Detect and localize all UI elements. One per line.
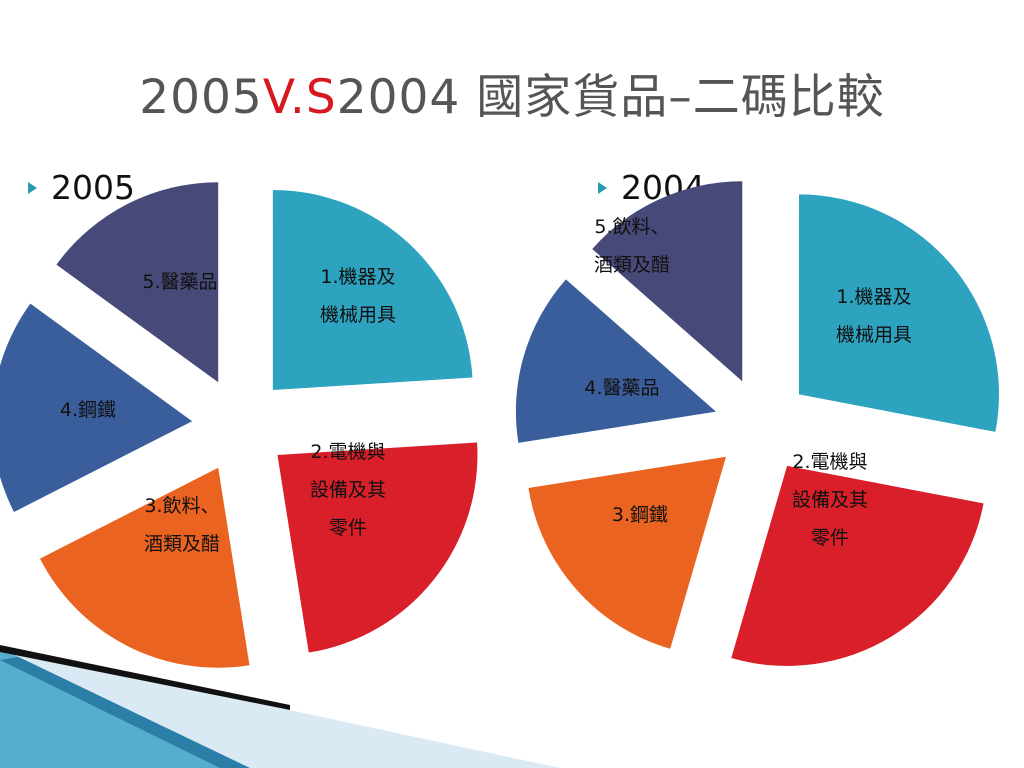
slice-label-4: 4.醫藥品: [584, 377, 659, 399]
pie-slice-4: [0, 303, 193, 513]
slice-label-1: 1.機器及機械用具: [320, 266, 396, 326]
slice-label-5: 5.飲料、酒類及醋: [594, 216, 670, 276]
slice-label-1: 1.機器及機械用具: [836, 286, 912, 346]
title-vs: V.S: [262, 70, 337, 125]
bullet-triangle-icon: [28, 181, 37, 194]
pie-chart-2005: 1.機器及機械用具 2.電機與設備及其零件 3.飲料、酒類及醋 4.鋼鐵 5.醫藥品: [0, 182, 478, 668]
slice-label-3: 3.飲料、酒類及醋: [144, 495, 220, 555]
slice-label-5: 5.醫藥品: [142, 271, 217, 293]
pie-slice-2: [731, 465, 984, 666]
pie-slice-2: [277, 442, 478, 653]
slice-label-2: 2.電機與設備及其零件: [792, 451, 868, 549]
pie-chart-2004: 1.機器及機械用具 2.電機與設備及其零件 3.鋼鐵 4.醫藥品 5.飲料、酒類及醋: [515, 181, 999, 666]
pie-slice-1: [798, 194, 999, 432]
pie-slice-3: [40, 467, 250, 668]
subheading-2005: 2005: [28, 168, 135, 207]
pie-slice-3: [528, 456, 726, 649]
slide-title: 2005V.S2004 國家貨品–二碼比較: [0, 58, 1024, 127]
pie-slice-5: [592, 181, 743, 382]
title-year-2005: 2005: [139, 70, 263, 125]
slice-label-2: 2.電機與設備及其零件: [310, 441, 386, 539]
pie-slice-1: [272, 190, 473, 391]
slice-label-3: 3.鋼鐵: [612, 504, 668, 526]
subheading-2005-label: 2005: [51, 168, 135, 207]
slice-label-4: 4.鋼鐵: [60, 399, 116, 421]
pie-slice-5: [56, 182, 219, 383]
bullet-triangle-icon: [598, 181, 607, 194]
pie-slice-4: [515, 279, 716, 443]
title-rest: 2004 國家貨品–二碼比較: [336, 70, 885, 125]
swoosh-black-line: [0, 645, 290, 710]
